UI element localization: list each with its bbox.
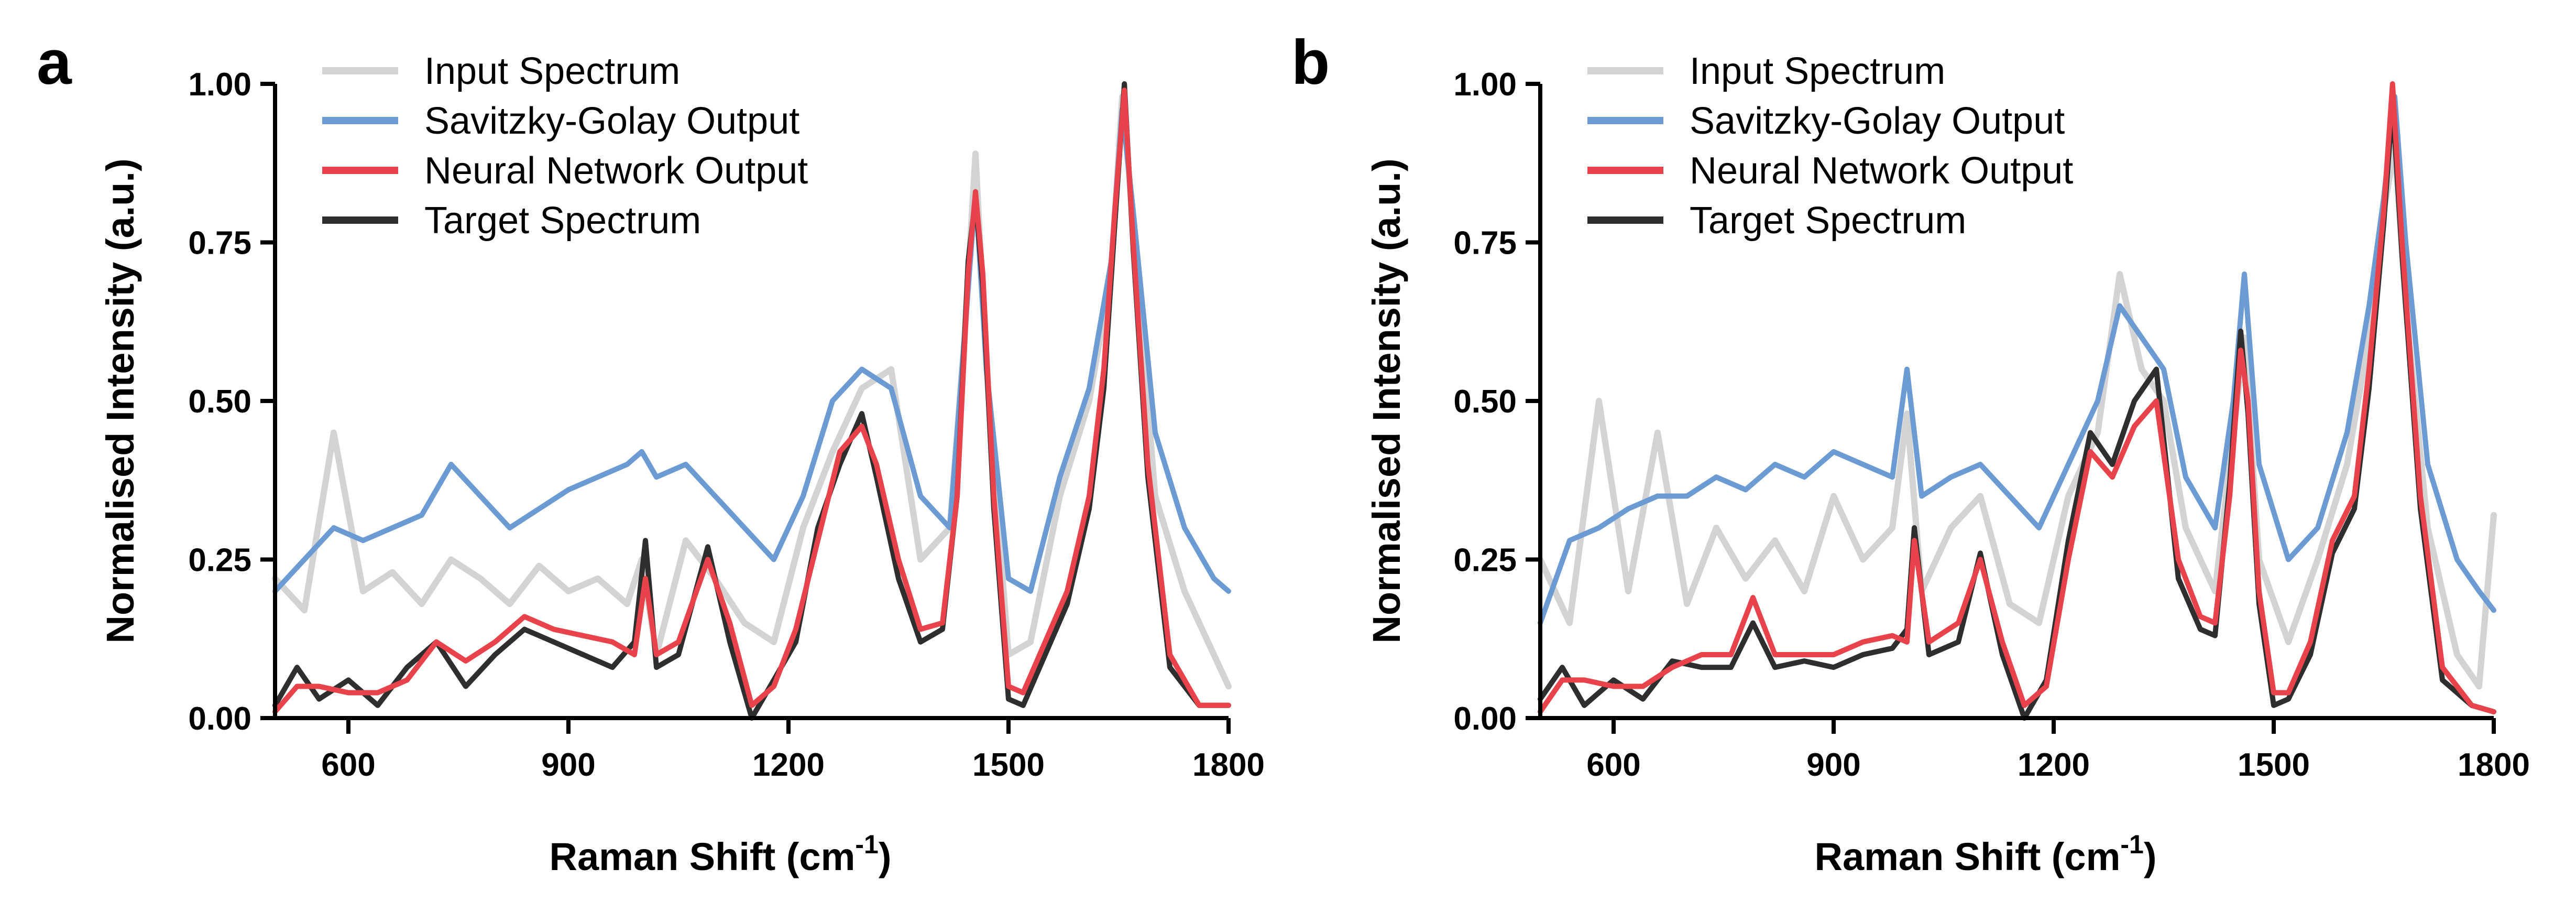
legend-label: Savitzky-Golay Output [1690, 100, 2065, 142]
x-tick-label: 1200 [752, 747, 825, 783]
y-tick-label: 0.00 [188, 701, 251, 737]
x-axis-label: Raman Shift (cm-1) [1815, 830, 2157, 878]
x-tick-label: 1800 [2458, 747, 2530, 783]
series-line-savitzky-golay-output [1538, 94, 2496, 626]
x-tick-label: 1500 [2238, 747, 2310, 783]
x-tick-label: 1200 [2018, 747, 2090, 783]
legend-label: Target Spectrum [1690, 200, 1966, 242]
series-line-savitzky-golay-output [272, 106, 1231, 594]
y-tick-label: 0.25 [188, 542, 251, 579]
series-line-neural-network-output [272, 88, 1231, 714]
legend-label: Neural Network Output [424, 150, 808, 192]
x-tick-label: 900 [541, 747, 595, 783]
y-tick-label: 0.50 [1453, 384, 1517, 420]
y-tick-label: 1.00 [188, 67, 251, 103]
y-axis-label: Normalised Intensity (a.u.) [1365, 158, 1408, 643]
legend-label: Neural Network Output [1690, 150, 2073, 192]
x-tick-label: 900 [1806, 747, 1860, 783]
series-line-neural-network-output [1538, 81, 2496, 714]
x-tick-label: 600 [321, 747, 375, 783]
x-tick-label: 1500 [972, 747, 1045, 783]
panel-a: a 0.00 0.25 0.50 0.75 1.00 600 900 1200 1500 1800 R… [37, 27, 1265, 878]
y-tick-label: 1.00 [1453, 67, 1517, 103]
y-tick-label: 0.25 [1453, 542, 1517, 579]
y-tick-label: 0.75 [1453, 225, 1517, 262]
y-axis-label: Normalised Intensity (a.u.) [98, 158, 142, 643]
x-axis-label: Raman Shift (cm-1) [550, 830, 892, 878]
legend-label: Target Spectrum [424, 200, 701, 242]
x-tick-label: 600 [1586, 747, 1640, 783]
y-tick-label: 0.75 [188, 225, 251, 262]
panel-b: b 0.00 0.25 0.50 0.75 1.00 600 900 1200 1500 1800 R… [1291, 27, 2530, 878]
x-tick-label: 1800 [1192, 747, 1265, 783]
y-tick-label: 0.00 [1453, 701, 1517, 737]
legend-label: Savitzky-Golay Output [424, 100, 799, 142]
panel-letter: b [1291, 27, 1330, 97]
legend-label: Input Spectrum [424, 50, 680, 92]
legend-label: Input Spectrum [1690, 50, 1945, 92]
panel-letter: a [37, 27, 72, 97]
y-tick-label: 0.50 [188, 384, 251, 420]
